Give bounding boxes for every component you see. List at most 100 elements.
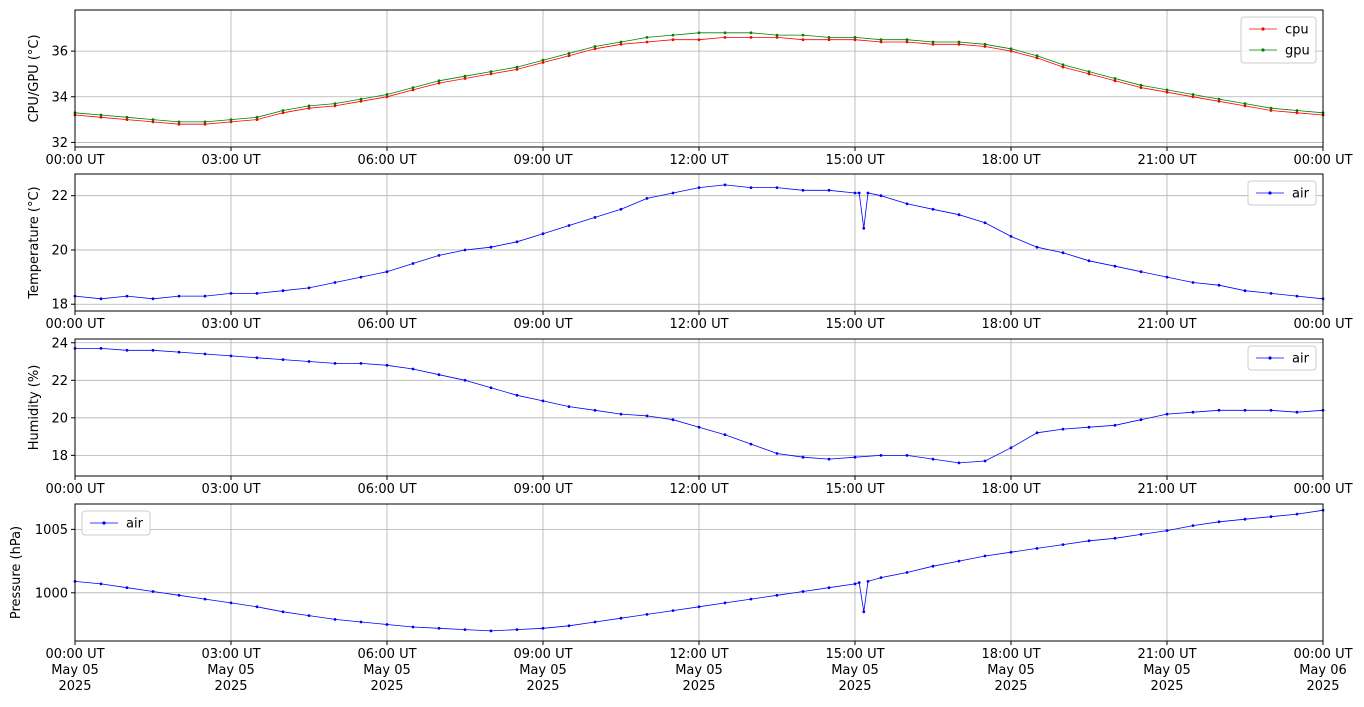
data-point-air <box>1113 264 1117 268</box>
x-tick-label: 00:00 UT <box>45 153 104 168</box>
data-point-gpu <box>775 33 779 37</box>
data-point-air <box>931 207 935 211</box>
data-point-air <box>593 216 597 219</box>
panel-3: 00:00 UT 03:00 UT 06:00 UT 09:00 UT 12:00 UT… <box>27 336 1353 497</box>
x-tick-label: 18:00 UT <box>981 153 1040 168</box>
data-point-air <box>229 601 233 605</box>
data-point-gpu <box>151 118 155 121</box>
data-point-cpu <box>1139 86 1143 89</box>
data-point-air <box>857 191 861 195</box>
y-tick-label: 20 <box>51 411 68 426</box>
x-tick-label: 21:00 UT <box>1137 482 1196 497</box>
data-point-gpu <box>307 104 311 108</box>
data-point-cpu <box>801 38 805 42</box>
x-tick-label: 21:00 UT <box>1137 153 1196 168</box>
data-point-gpu <box>905 38 909 42</box>
legend-swatch-marker <box>1268 356 1272 360</box>
data-point-air <box>645 197 649 200</box>
data-point-gpu <box>1035 54 1039 58</box>
data-point-air <box>1061 427 1065 431</box>
y-tick-label: 18 <box>51 298 68 313</box>
x-tick-label: 15:00 UT <box>825 153 884 168</box>
data-point-air <box>671 191 675 195</box>
series-line-air <box>74 509 1324 632</box>
data-point-air <box>1269 408 1273 412</box>
x-tick-label: 21:00 UT <box>1137 317 1196 332</box>
data-point-air <box>1165 412 1169 416</box>
data-point-air <box>619 412 623 416</box>
data-point-gpu <box>1191 93 1195 96</box>
x-tick-label: 12:00 UT <box>669 317 728 332</box>
y-axis-label: Humidity (%) <box>27 365 42 451</box>
x-tick-label: 00:00 UT <box>1293 153 1352 168</box>
data-point-air <box>697 425 701 429</box>
data-point-cpu <box>125 118 129 121</box>
data-point-cpu <box>99 115 103 119</box>
legend-label-gpu: gpu <box>1285 44 1310 59</box>
data-point-air <box>255 356 259 360</box>
data-point-air <box>125 294 129 298</box>
data-point-cpu <box>983 45 987 48</box>
data-point-air <box>857 581 861 584</box>
data-point-cpu <box>489 72 493 76</box>
data-point-air <box>177 593 181 597</box>
data-point-air <box>671 609 675 612</box>
x-tick-label: 12:00 UT May 05 2025 <box>669 647 728 694</box>
data-point-air <box>1269 292 1273 295</box>
data-point-air <box>983 221 987 225</box>
panel-2: 00:00 UT 03:00 UT 06:00 UT 09:00 UT 12:00 UT… <box>27 173 1353 332</box>
legend-swatch-marker <box>1261 27 1265 31</box>
data-point-gpu <box>255 115 259 119</box>
data-point-air <box>411 625 415 629</box>
panel-1: 00:00 UT 03:00 UT 06:00 UT 09:00 UT 12:00 UT… <box>27 9 1353 168</box>
data-point-air <box>359 620 363 624</box>
data-point-gpu <box>1217 97 1221 101</box>
data-point-air <box>931 457 935 461</box>
data-point-air <box>1009 235 1013 238</box>
data-point-cpu <box>1269 109 1273 112</box>
x-tick-label: 00:00 UT <box>45 317 104 332</box>
data-point-air <box>853 455 857 459</box>
data-point-air <box>1113 536 1117 540</box>
data-point-air <box>619 207 623 211</box>
data-point-gpu <box>593 45 597 48</box>
data-point-cpu <box>541 61 545 64</box>
data-point-air <box>671 418 675 422</box>
data-point-air <box>879 576 883 579</box>
data-point-cpu <box>645 40 649 44</box>
data-point-air <box>359 362 363 365</box>
data-point-gpu <box>515 65 519 69</box>
data-point-air <box>1087 425 1091 429</box>
data-point-cpu <box>177 122 181 126</box>
data-point-air <box>203 294 207 298</box>
data-point-gpu <box>411 86 415 89</box>
data-point-cpu <box>1113 79 1117 83</box>
legend-label-air: air <box>1292 187 1310 202</box>
data-point-air <box>1269 515 1273 519</box>
data-point-air <box>1243 517 1247 521</box>
data-point-air <box>307 614 311 617</box>
data-point-gpu <box>437 79 441 83</box>
data-point-air <box>827 188 831 192</box>
data-point-cpu <box>1191 95 1195 99</box>
data-point-gpu <box>203 120 207 124</box>
data-point-gpu <box>567 52 571 55</box>
data-point-cpu <box>853 38 857 42</box>
data-point-cpu <box>723 36 727 39</box>
data-point-air <box>905 454 909 457</box>
data-point-cpu <box>515 68 519 71</box>
data-point-air <box>99 297 103 301</box>
y-tick-label: 34 <box>51 90 68 105</box>
y-tick-label: 22 <box>51 374 68 389</box>
data-point-air <box>645 414 649 418</box>
data-point-gpu <box>801 33 805 37</box>
data-point-air <box>619 616 623 620</box>
data-point-air <box>1295 410 1299 414</box>
series-line-air <box>74 184 1324 300</box>
data-point-gpu <box>957 40 961 44</box>
data-point-cpu <box>593 47 597 51</box>
data-point-air <box>827 457 831 461</box>
data-point-air <box>1139 533 1143 536</box>
data-point-air <box>1035 547 1039 550</box>
